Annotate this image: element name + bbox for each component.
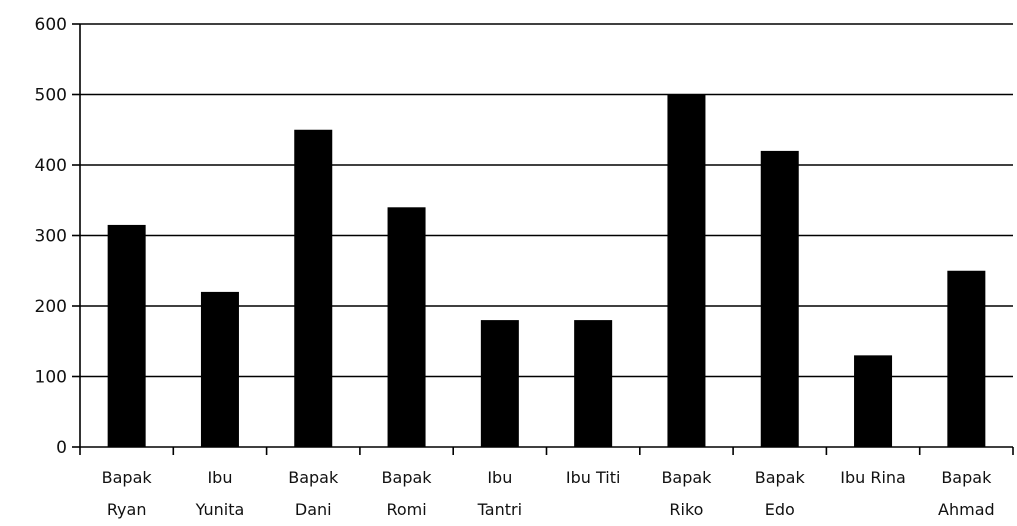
x-category-label-line: Riko	[669, 500, 703, 519]
bars	[107, 94, 986, 447]
x-category-label-4: Ibu Tantri	[477, 468, 522, 519]
y-tick-label-500: 500	[35, 86, 67, 106]
bar-5	[574, 320, 613, 447]
x-category-label-1: Ibu Yunita	[195, 468, 245, 519]
y-tick-label-200: 200	[35, 297, 67, 317]
bar-9	[947, 270, 986, 447]
x-category-label-9: Bapak Ahmad	[938, 468, 995, 519]
x-category-label-line: Bapak	[755, 468, 806, 487]
x-category-label-3: Bapak Romi	[382, 468, 433, 519]
x-category-label-line: Ibu	[207, 468, 232, 487]
x-category-label-line: Edo	[765, 500, 795, 519]
y-tick-label-600: 600	[35, 15, 67, 35]
y-tick-label-300: 300	[35, 227, 67, 247]
bar-4	[480, 320, 519, 447]
x-category-label-line: Bapak	[661, 468, 712, 487]
x-category-label-line: Ibu Rina	[840, 468, 906, 487]
x-category-label-line: Bapak	[288, 468, 339, 487]
y-axis-ticks: 0 100 200 300 400 500 600	[35, 15, 80, 458]
x-category-label-5: Ibu Titi	[566, 468, 621, 487]
y-tick-label-100: 100	[35, 368, 67, 388]
x-category-label-0: Bapak Ryan	[102, 468, 153, 519]
x-category-label-line: Tantri	[477, 500, 522, 519]
bar-8	[854, 355, 893, 447]
x-category-label-6: Bapak Riko	[661, 468, 712, 519]
bar-7	[760, 150, 799, 447]
y-tick-label-0: 0	[56, 438, 67, 458]
x-category-label-line: Yunita	[195, 500, 245, 519]
x-axis-labels: Bapak Ryan Ibu Yunita Bapak Dani Bapak Romi Ibu T…	[102, 468, 995, 519]
x-category-label-2: Bapak Dani	[288, 468, 339, 519]
bar-2	[294, 129, 333, 447]
x-category-label-line: Ibu	[487, 468, 512, 487]
bar-6	[667, 94, 706, 447]
x-category-label-line: Ibu Titi	[566, 468, 621, 487]
x-category-label-line: Bapak	[941, 468, 992, 487]
x-category-label-line: Ryan	[107, 500, 147, 519]
x-category-label-7: Bapak Edo	[755, 468, 806, 519]
x-category-label-line: Dani	[295, 500, 332, 519]
x-category-label-line: Bapak	[382, 468, 433, 487]
y-tick-label-400: 400	[35, 156, 67, 176]
bar-3	[387, 207, 426, 447]
bar-1	[200, 291, 239, 447]
x-category-label-line: Romi	[386, 500, 426, 519]
x-category-label-8: Ibu Rina	[840, 468, 906, 487]
x-category-label-line: Bapak	[102, 468, 153, 487]
x-category-label-line: Ahmad	[938, 500, 995, 519]
bar-0	[107, 224, 146, 447]
